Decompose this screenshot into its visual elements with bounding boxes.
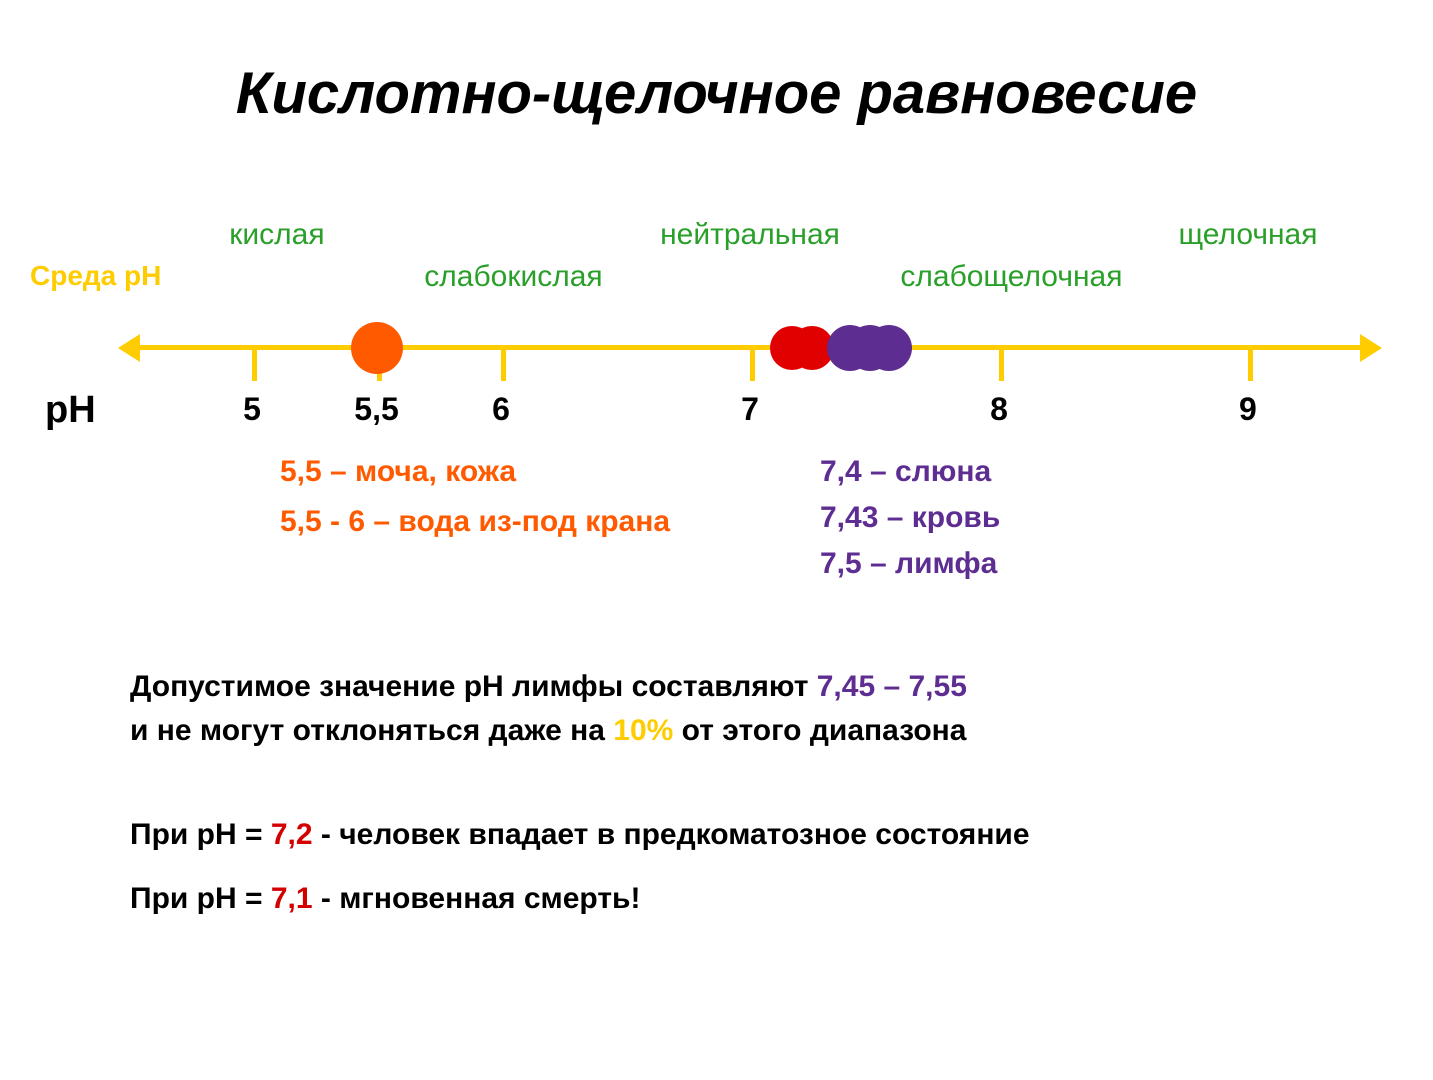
annotation-line: 5,5 – моча, кожа (280, 455, 516, 489)
axis-ph-label: pH (45, 389, 96, 432)
axis-arrow-left-icon (118, 334, 140, 362)
axis-tick-label: 5 (243, 391, 261, 428)
p4-text-a: При pH = (130, 882, 271, 915)
p1-text: Допустимое значение pH лимфы составляют (130, 670, 817, 703)
p2-percent: 10% (613, 714, 673, 747)
zone-label: слабокислая (424, 260, 602, 294)
axis-tick-label: 8 (990, 391, 1008, 428)
axis-tick-label: 7 (741, 391, 759, 428)
axis-left-label: Среда pH (30, 260, 161, 292)
axis-tick-label: 5,5 (354, 391, 398, 428)
axis-tick-label: 9 (1239, 391, 1257, 428)
zone-label: нейтральная (660, 218, 840, 252)
p1-range: 7,45 – 7,55 (817, 670, 967, 703)
p3-text-b: - человек впадает в предкоматозное состо… (313, 818, 1030, 851)
p2-text-a: и не могут отклоняться даже на (130, 714, 613, 747)
p2-text-b: от этого диапазона (673, 714, 966, 747)
axis-tick (750, 345, 755, 381)
paragraph-line-4: При pH = 7,1 - мгновенная смерть! (130, 882, 640, 916)
zone-label: кислая (229, 218, 324, 252)
p4-text-b: - мгновенная смерть! (313, 882, 641, 915)
annotation-line: 7,43 – кровь (820, 501, 1000, 535)
axis-tick (999, 345, 1004, 381)
ph-dot (866, 325, 912, 371)
zone-label: слабощелочная (900, 260, 1122, 294)
axis-tick (252, 345, 257, 381)
axis-arrow-right-icon (1360, 334, 1382, 362)
axis-tick-label: 6 (492, 391, 510, 428)
p3-value: 7,2 (271, 818, 313, 851)
p4-value: 7,1 (271, 882, 313, 915)
annotation-line: 7,5 – лимфа (820, 547, 997, 581)
p3-text-a: При pH = (130, 818, 271, 851)
slide-title: Кислотно-щелочное равновесие (0, 60, 1433, 127)
slide-root: Кислотно-щелочное равновесие кислая нейтр… (0, 0, 1433, 1080)
paragraph-line-3: При pH = 7,2 - человек впадает в предком… (130, 818, 1030, 852)
axis-tick (1248, 345, 1253, 381)
axis-tick (501, 345, 506, 381)
paragraph-line-1: Допустимое значение pH лимфы составляют … (130, 670, 967, 704)
ph-dot (351, 322, 403, 374)
paragraph-line-2: и не могут отклоняться даже на 10% от эт… (130, 714, 966, 748)
annotation-line: 7,4 – слюна (820, 455, 991, 489)
annotation-line: 5,5 - 6 – вода из-под крана (280, 505, 670, 539)
zone-label: щелочная (1178, 218, 1317, 252)
